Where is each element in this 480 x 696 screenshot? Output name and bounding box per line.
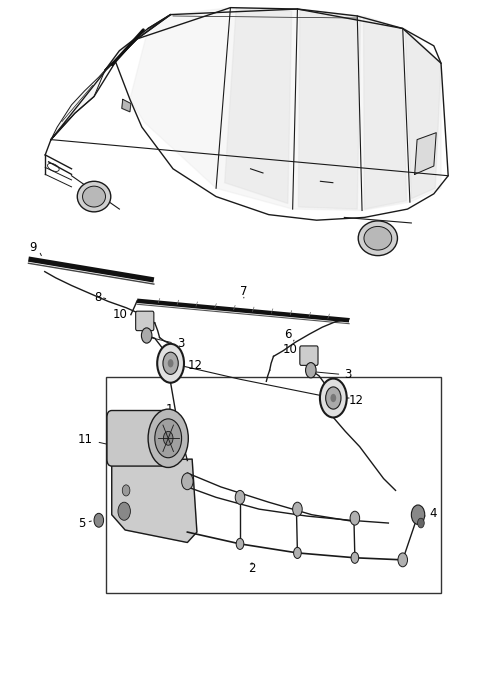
Bar [106, 377, 441, 592]
Text: 7: 7 [240, 285, 248, 298]
Polygon shape [363, 16, 407, 209]
Text: 10: 10 [113, 308, 128, 321]
Circle shape [320, 379, 347, 418]
Ellipse shape [364, 226, 392, 250]
Polygon shape [225, 8, 292, 203]
Circle shape [168, 359, 173, 367]
Polygon shape [51, 70, 105, 140]
Circle shape [235, 491, 245, 505]
Text: 6: 6 [284, 328, 292, 340]
Polygon shape [105, 15, 170, 70]
Circle shape [118, 503, 131, 521]
Circle shape [294, 547, 301, 558]
Text: 4: 4 [429, 507, 436, 520]
Text: 5: 5 [79, 516, 86, 530]
Text: 12: 12 [187, 359, 203, 372]
Circle shape [325, 387, 341, 409]
Text: 10: 10 [283, 343, 298, 356]
Circle shape [330, 394, 336, 402]
Circle shape [181, 473, 193, 490]
Text: 12: 12 [349, 394, 364, 406]
FancyBboxPatch shape [136, 311, 154, 331]
Circle shape [418, 519, 424, 528]
Circle shape [148, 409, 188, 468]
Polygon shape [112, 459, 197, 542]
Polygon shape [405, 29, 441, 198]
Circle shape [411, 505, 425, 524]
Text: 3: 3 [177, 337, 184, 349]
Circle shape [293, 503, 302, 516]
FancyBboxPatch shape [300, 346, 318, 365]
Circle shape [157, 344, 184, 383]
Ellipse shape [358, 221, 397, 255]
Circle shape [351, 552, 359, 563]
Polygon shape [51, 9, 448, 220]
Polygon shape [122, 100, 131, 112]
Circle shape [306, 363, 316, 378]
FancyBboxPatch shape [107, 411, 173, 466]
Circle shape [350, 512, 360, 525]
Ellipse shape [77, 181, 111, 212]
Circle shape [155, 419, 181, 458]
Circle shape [163, 432, 173, 445]
Text: 8: 8 [94, 292, 101, 304]
Circle shape [236, 538, 244, 549]
Text: 9: 9 [29, 241, 37, 254]
Circle shape [94, 514, 104, 527]
Circle shape [163, 352, 178, 374]
Text: 2: 2 [248, 562, 256, 576]
Polygon shape [299, 9, 360, 209]
Text: 3: 3 [344, 368, 352, 381]
Text: 11: 11 [78, 433, 93, 446]
Polygon shape [130, 8, 441, 210]
Ellipse shape [83, 186, 106, 207]
Polygon shape [415, 133, 436, 174]
Circle shape [142, 328, 152, 343]
Circle shape [122, 485, 130, 496]
Text: 1: 1 [166, 402, 173, 416]
Circle shape [398, 553, 408, 567]
